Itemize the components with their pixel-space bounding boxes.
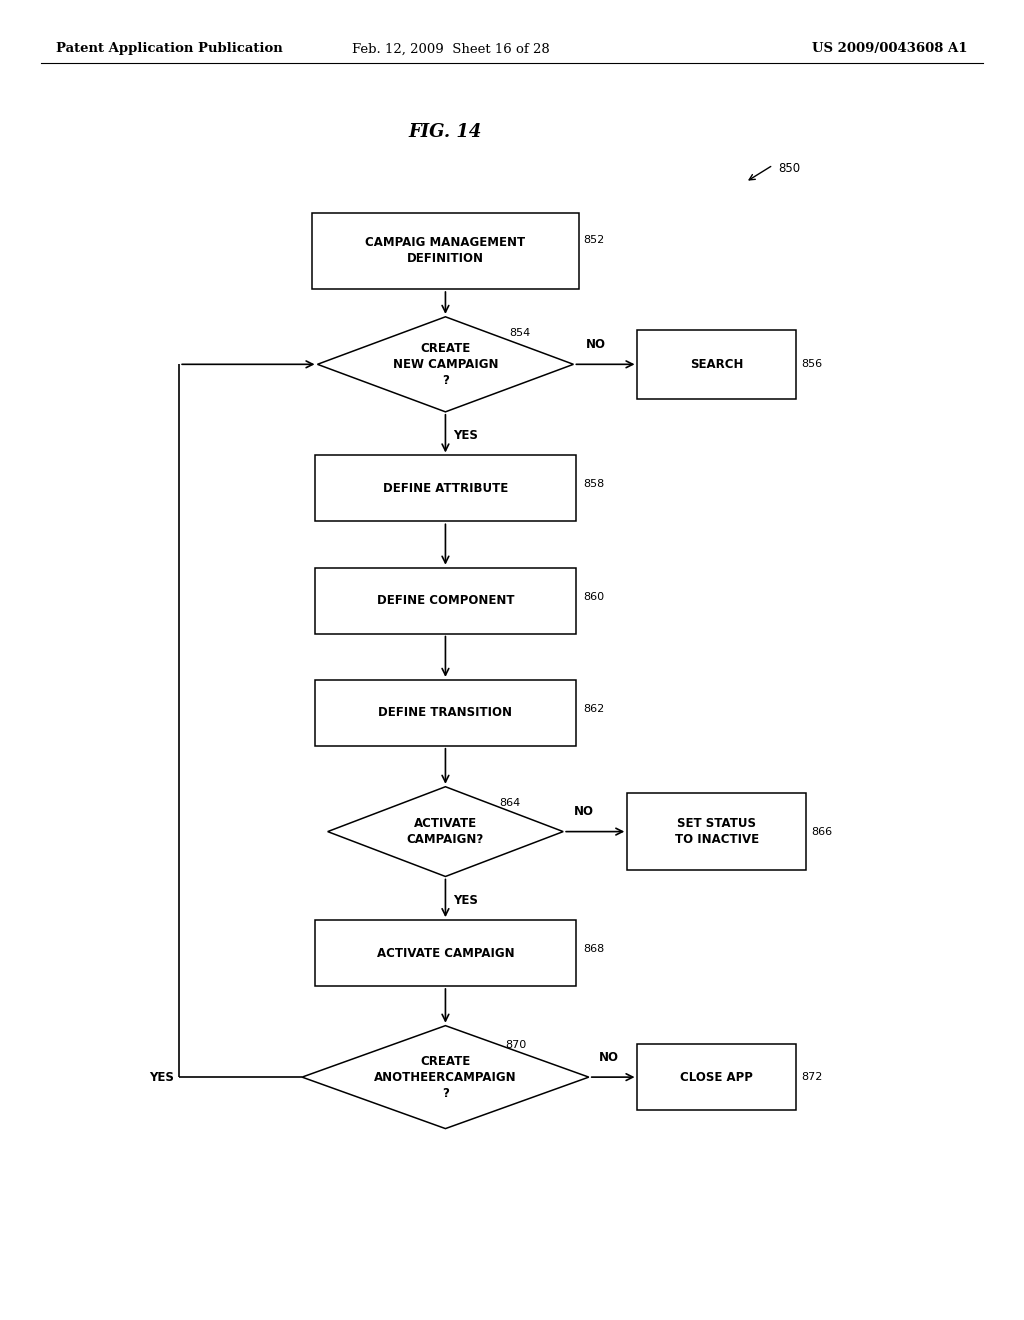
Text: NO: NO [586, 338, 606, 351]
Text: Feb. 12, 2009  Sheet 16 of 28: Feb. 12, 2009 Sheet 16 of 28 [351, 42, 550, 55]
Text: US 2009/0043608 A1: US 2009/0043608 A1 [812, 42, 968, 55]
Text: FIG. 14: FIG. 14 [409, 123, 482, 141]
Text: SEARCH: SEARCH [690, 358, 743, 371]
Text: 850: 850 [778, 162, 801, 176]
Text: 860: 860 [584, 591, 605, 602]
Text: 868: 868 [584, 944, 605, 954]
Text: 856: 856 [801, 359, 822, 370]
Text: CLOSE APP: CLOSE APP [680, 1071, 754, 1084]
Text: 852: 852 [584, 235, 605, 246]
FancyBboxPatch shape [637, 330, 797, 399]
FancyBboxPatch shape [315, 568, 575, 634]
Text: DEFINE ATTRIBUTE: DEFINE ATTRIBUTE [383, 482, 508, 495]
Text: 872: 872 [801, 1072, 822, 1082]
Text: 866: 866 [811, 826, 833, 837]
Text: 862: 862 [584, 704, 605, 714]
Text: 864: 864 [500, 797, 521, 808]
Text: DEFINE COMPONENT: DEFINE COMPONENT [377, 594, 514, 607]
Text: CREATE
NEW CAMPAIGN
?: CREATE NEW CAMPAIGN ? [392, 342, 499, 387]
Text: 870: 870 [505, 1040, 526, 1051]
FancyBboxPatch shape [312, 213, 579, 289]
Polygon shape [328, 787, 563, 876]
Text: SET STATUS
TO INACTIVE: SET STATUS TO INACTIVE [675, 817, 759, 846]
Text: YES: YES [454, 894, 478, 907]
Polygon shape [317, 317, 573, 412]
Text: DEFINE TRANSITION: DEFINE TRANSITION [379, 706, 512, 719]
Text: ACTIVATE
CAMPAIGN?: ACTIVATE CAMPAIGN? [407, 817, 484, 846]
FancyBboxPatch shape [315, 920, 575, 986]
Text: YES: YES [150, 1071, 174, 1084]
Text: CAMPAIG MANAGEMENT
DEFINITION: CAMPAIG MANAGEMENT DEFINITION [366, 236, 525, 265]
Text: 858: 858 [584, 479, 605, 490]
Polygon shape [302, 1026, 589, 1129]
Text: CREATE
ANOTHEERCAMPAIGN
?: CREATE ANOTHEERCAMPAIGN ? [374, 1055, 517, 1100]
Text: Patent Application Publication: Patent Application Publication [56, 42, 283, 55]
Text: ACTIVATE CAMPAIGN: ACTIVATE CAMPAIGN [377, 946, 514, 960]
Text: NO: NO [573, 805, 594, 818]
FancyBboxPatch shape [637, 1044, 797, 1110]
FancyBboxPatch shape [627, 793, 806, 870]
Text: YES: YES [454, 429, 478, 442]
FancyBboxPatch shape [315, 680, 575, 746]
FancyBboxPatch shape [315, 455, 575, 521]
Text: 854: 854 [509, 327, 530, 338]
Text: NO: NO [599, 1051, 620, 1064]
